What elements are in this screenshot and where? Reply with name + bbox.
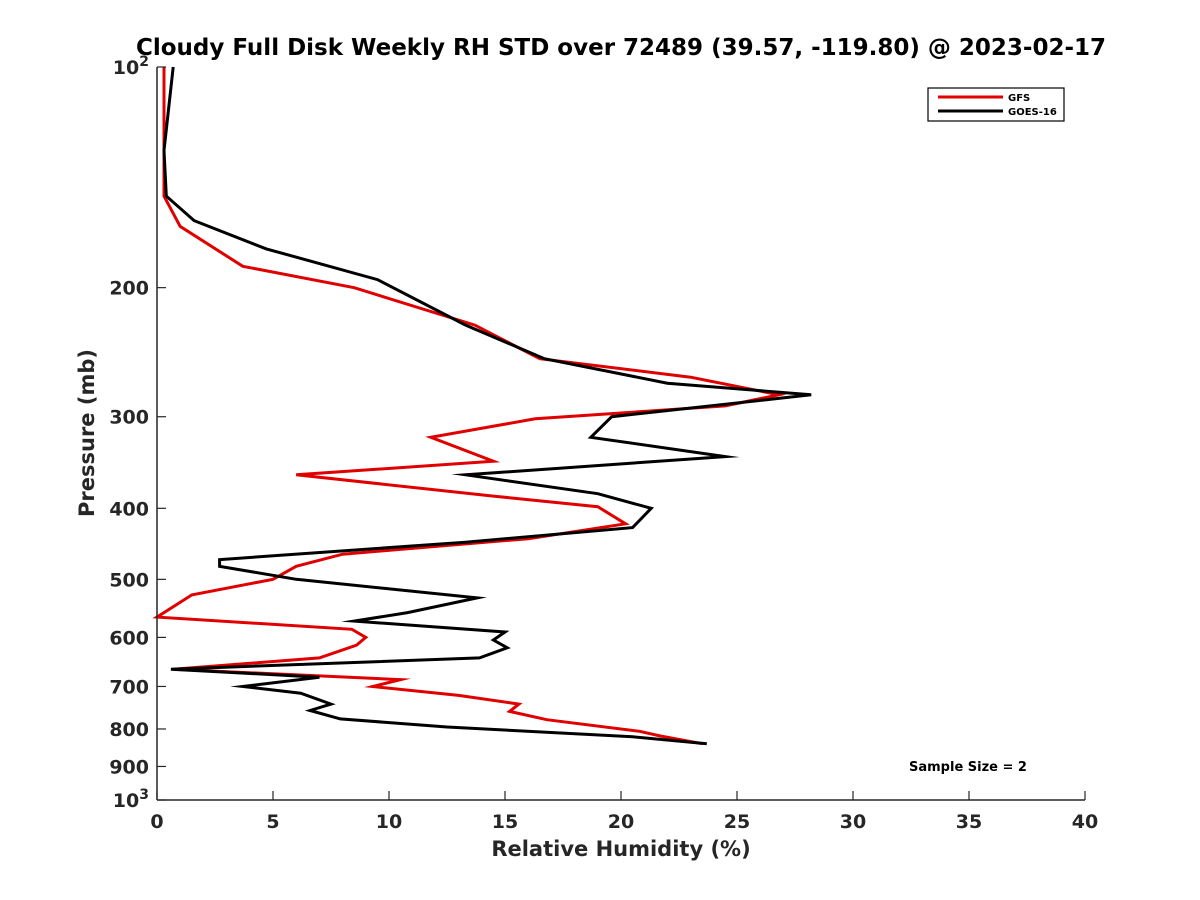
plot-area xyxy=(152,66,812,746)
series-line-goes-16 xyxy=(162,66,812,746)
x-tick-label: 15 xyxy=(492,811,518,833)
y-tick-label: 700 xyxy=(109,676,149,698)
x-axis-label: Relative Humidity (%) xyxy=(491,837,750,861)
x-tick-label: 40 xyxy=(1072,811,1098,833)
chart-title: Cloudy Full Disk Weekly RH STD over 7248… xyxy=(136,35,1106,61)
y-tick-label: 900 xyxy=(109,756,149,778)
x-tick-label: 5 xyxy=(266,811,279,833)
legend-entry: GFS xyxy=(1008,93,1030,104)
axes: 0 5 10 15 20 25 30 35 40 102 200 300 400 500 600 700 800… xyxy=(109,54,1098,833)
legend-entry: GOES-16 xyxy=(1008,107,1057,118)
x-tick-label: 20 xyxy=(608,811,634,833)
y-axis-label: Pressure (mb) xyxy=(75,349,99,517)
series-line-gfs xyxy=(152,67,787,746)
x-tick-label: 30 xyxy=(840,811,866,833)
x-tick-label: 25 xyxy=(724,811,750,833)
y-tick-label: 103 xyxy=(113,787,149,812)
y-tick-label: 102 xyxy=(113,54,149,79)
y-tick-label: 400 xyxy=(109,498,149,520)
x-tick-label: 35 xyxy=(956,811,982,833)
legend-box xyxy=(927,87,1065,122)
y-tick-label: 600 xyxy=(109,627,149,649)
y-tick-label: 200 xyxy=(109,278,149,300)
x-tick-label: 10 xyxy=(376,811,402,833)
x-tick-label: 0 xyxy=(150,811,163,833)
legend: GFS GOES-16 xyxy=(927,87,1065,122)
y-tick-label: 500 xyxy=(109,569,149,591)
sample-size-annotation: Sample Size = 2 xyxy=(909,760,1027,775)
y-tick-label: 300 xyxy=(109,407,149,429)
y-tick-label: 800 xyxy=(109,719,149,741)
